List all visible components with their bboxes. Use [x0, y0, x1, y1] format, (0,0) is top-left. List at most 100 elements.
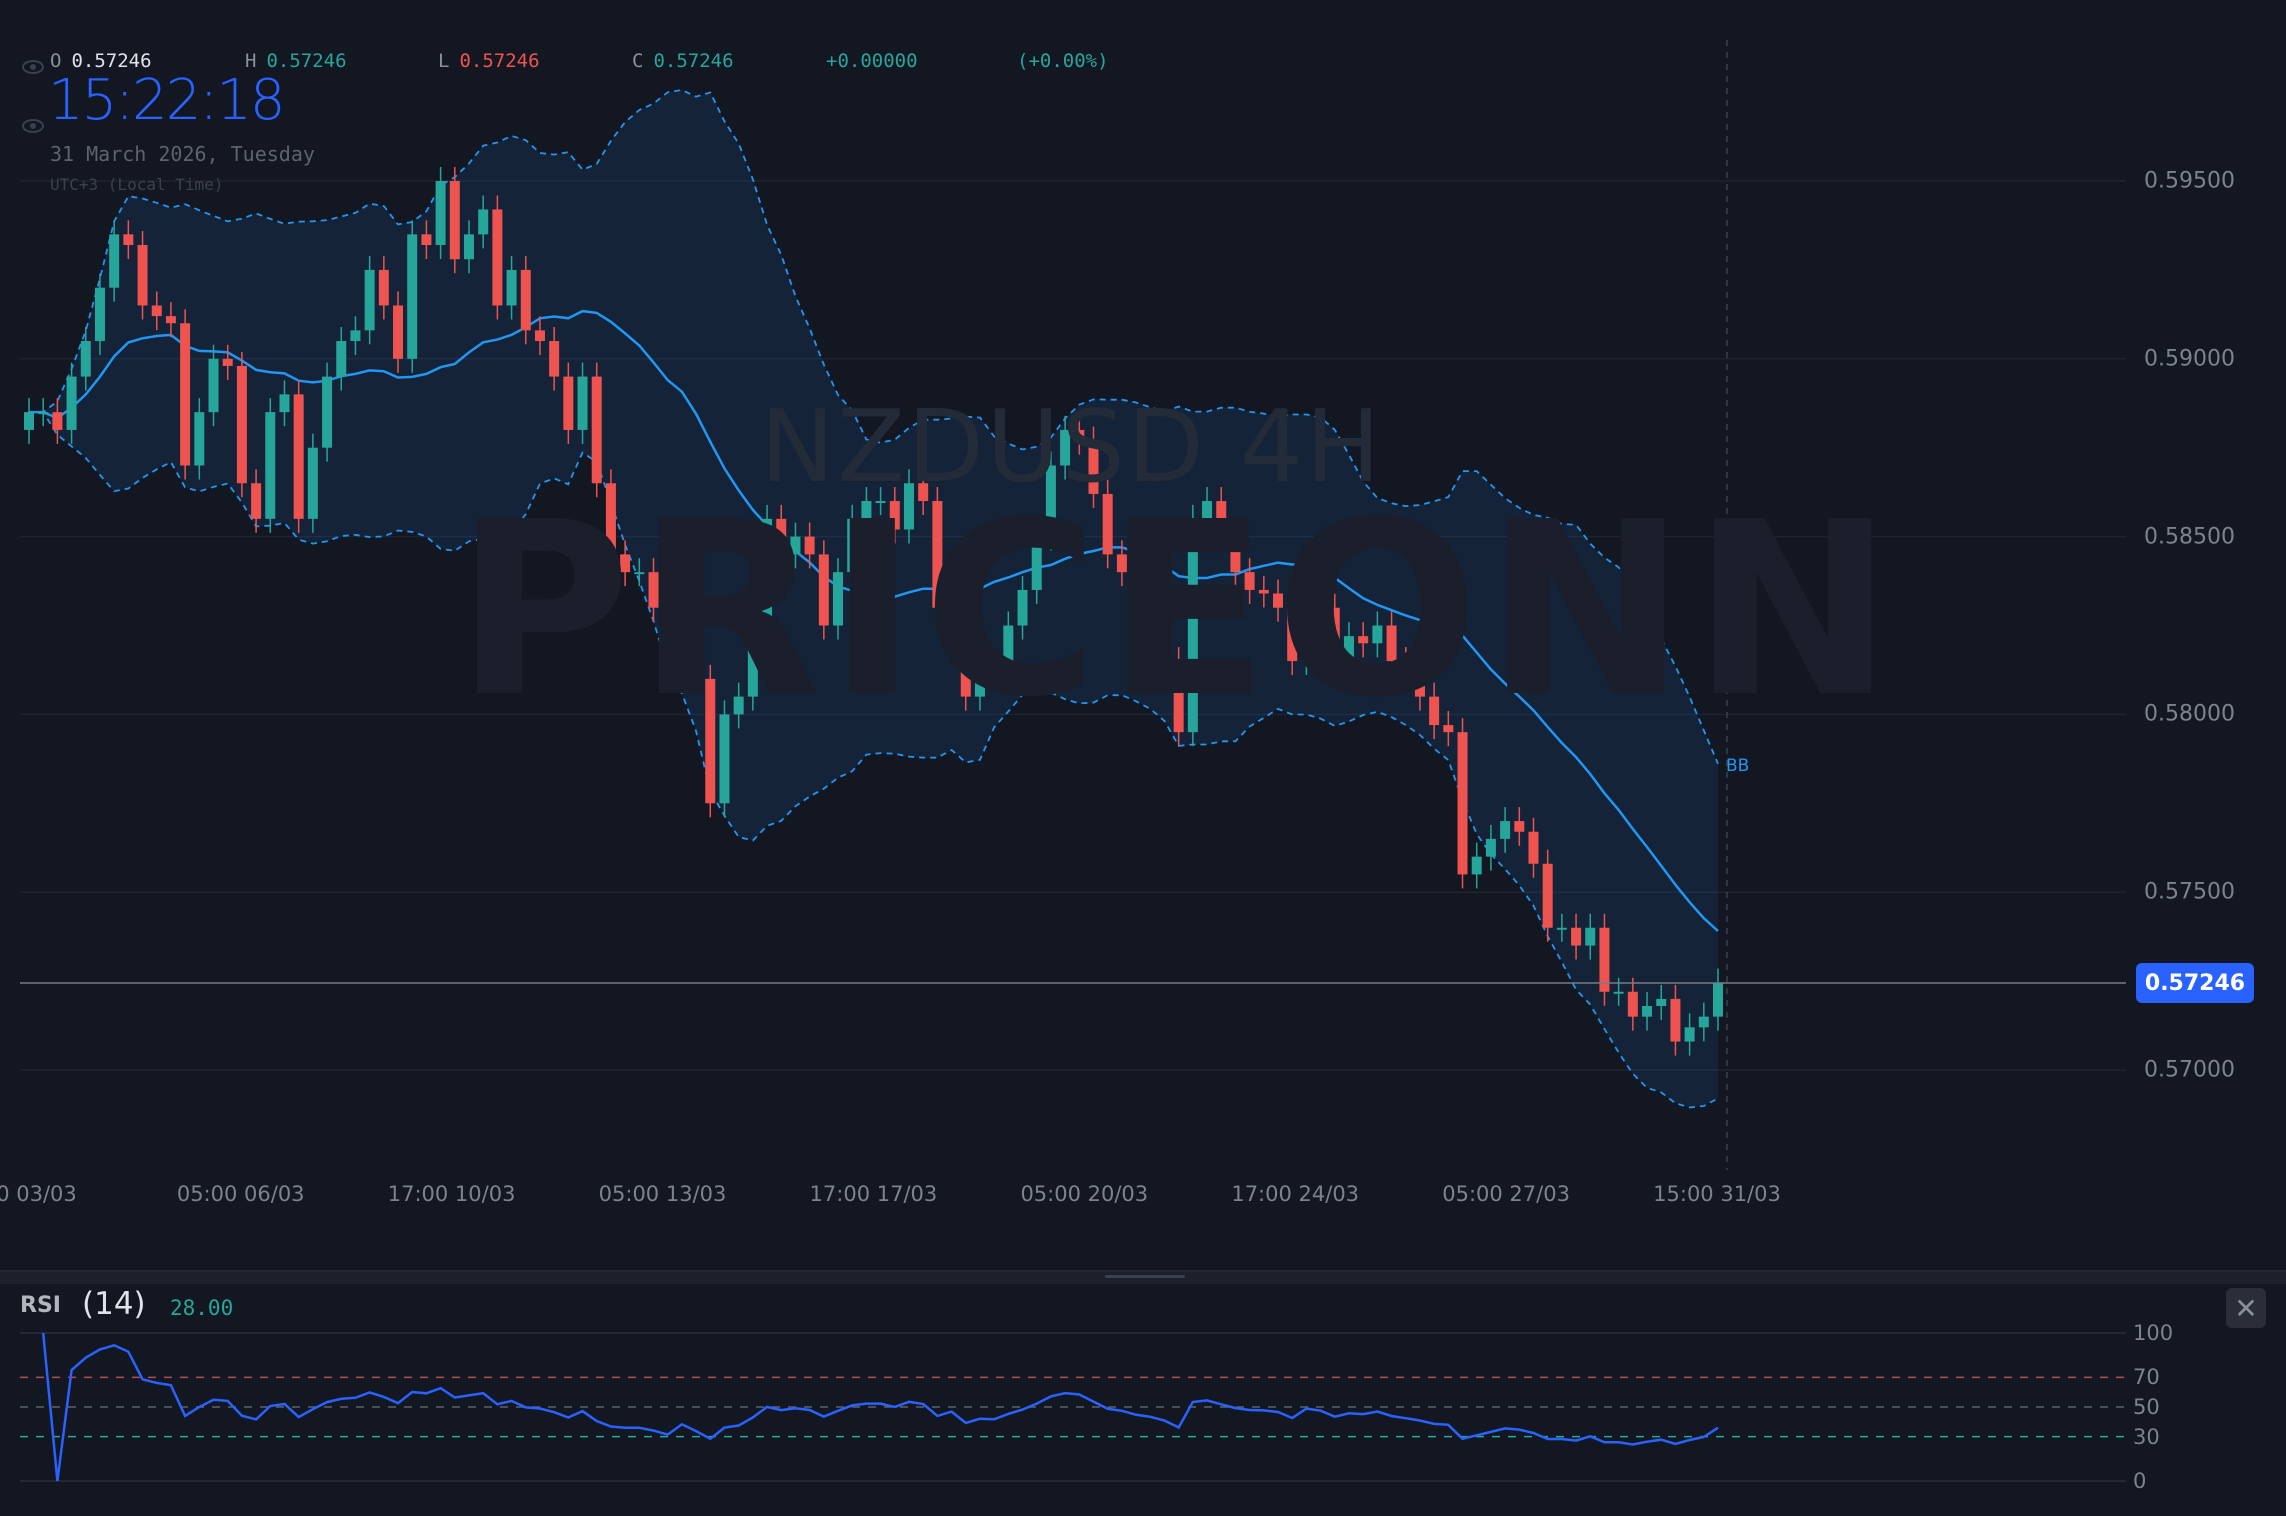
candle — [80, 327, 91, 391]
candle-body — [1528, 831, 1539, 864]
candle — [605, 469, 616, 569]
candle-body — [847, 518, 858, 573]
ohlc-high: H 0.57246 — [245, 50, 347, 72]
candle-body — [918, 483, 929, 502]
candle — [1088, 426, 1099, 508]
candle-body — [1202, 501, 1213, 519]
candle — [1159, 611, 1170, 676]
time-axis-label: 15:00 31/03 — [1653, 1182, 1781, 1206]
candle-body — [307, 447, 318, 519]
candle-body — [1514, 821, 1525, 832]
eye-icon[interactable] — [22, 119, 44, 133]
candle — [861, 487, 872, 533]
candle-body — [265, 412, 276, 519]
rsi-line — [41, 1332, 1719, 1482]
candle-body — [94, 287, 105, 342]
rsi-axis-label: 100 — [2133, 1321, 2174, 1345]
rsi-pane — [20, 1332, 2126, 1482]
candle-body — [577, 376, 588, 430]
candle — [1400, 647, 1411, 693]
ohlc-close: C 0.57246 — [632, 50, 734, 72]
candle — [1457, 718, 1468, 889]
candle-body — [1358, 636, 1369, 644]
bollinger-bands — [29, 89, 1719, 1109]
candle — [66, 362, 77, 444]
candle — [1443, 711, 1454, 747]
eye-icon[interactable] — [22, 60, 44, 74]
price-axis-label: 0.57000 — [2144, 1057, 2235, 1083]
candle — [1670, 984, 1681, 1056]
rsi-length: (14) — [82, 1286, 146, 1322]
candle-body — [322, 376, 333, 448]
candle — [94, 273, 105, 356]
candle — [1045, 451, 1056, 551]
candle — [1244, 558, 1255, 604]
candle — [1343, 622, 1354, 676]
bb-lower — [29, 411, 1719, 1109]
candle — [1202, 487, 1213, 533]
candle-body — [1627, 991, 1638, 1017]
candle — [960, 558, 971, 711]
candle — [463, 220, 474, 274]
candle — [364, 255, 375, 345]
candle — [1713, 968, 1723, 1031]
candle — [1585, 913, 1596, 960]
candle — [1287, 593, 1298, 676]
candle — [747, 611, 758, 711]
candle-body — [833, 572, 844, 626]
candle-body — [463, 234, 474, 260]
candle — [804, 522, 815, 569]
candle-body — [719, 714, 730, 804]
candle — [1514, 807, 1525, 846]
candle-body — [563, 376, 574, 430]
candle — [236, 351, 247, 498]
candle — [1273, 579, 1284, 622]
candle — [1074, 415, 1085, 455]
candle — [208, 344, 219, 427]
time-axis-label: 00 03/03 — [0, 1182, 77, 1206]
candle — [137, 231, 148, 320]
candle — [506, 255, 517, 320]
candle-body — [1329, 607, 1340, 662]
pane-resize-handle[interactable] — [1105, 1275, 1185, 1278]
candle — [478, 195, 489, 249]
candle-body — [889, 501, 900, 530]
candle-body — [180, 323, 191, 466]
candle-body — [1060, 429, 1071, 466]
candle-body — [1656, 998, 1667, 1006]
candle — [974, 647, 985, 711]
candle — [1542, 849, 1553, 942]
candle-body — [520, 269, 531, 331]
candle-body — [648, 572, 659, 608]
candle — [733, 682, 744, 729]
candle-body — [1556, 927, 1567, 930]
candle — [1017, 575, 1028, 640]
close-icon[interactable]: ✕ — [2226, 1288, 2266, 1328]
candle — [165, 302, 176, 338]
candle-body — [620, 554, 631, 573]
candle-body — [1571, 927, 1582, 946]
ohlc-low: L 0.57246 — [438, 50, 540, 72]
candle — [534, 316, 545, 356]
candle-body — [407, 234, 418, 359]
candle — [251, 469, 262, 533]
candle — [1485, 824, 1496, 871]
candle-body — [506, 269, 517, 306]
candle-body — [747, 625, 758, 697]
candle-body — [804, 536, 815, 555]
candle — [407, 220, 418, 373]
candle-body — [251, 483, 262, 519]
candle — [591, 362, 602, 498]
candle — [279, 380, 290, 427]
clock: 15:22:18 — [48, 68, 286, 133]
candle — [549, 327, 560, 391]
bb-label[interactable]: BB — [1726, 756, 1750, 776]
candle-body — [435, 181, 446, 246]
candle — [1414, 664, 1425, 711]
candle — [52, 398, 63, 444]
candle-body — [165, 316, 176, 324]
candle-body — [1386, 625, 1397, 662]
candle-body — [1343, 636, 1354, 662]
candle-body — [1429, 696, 1440, 726]
